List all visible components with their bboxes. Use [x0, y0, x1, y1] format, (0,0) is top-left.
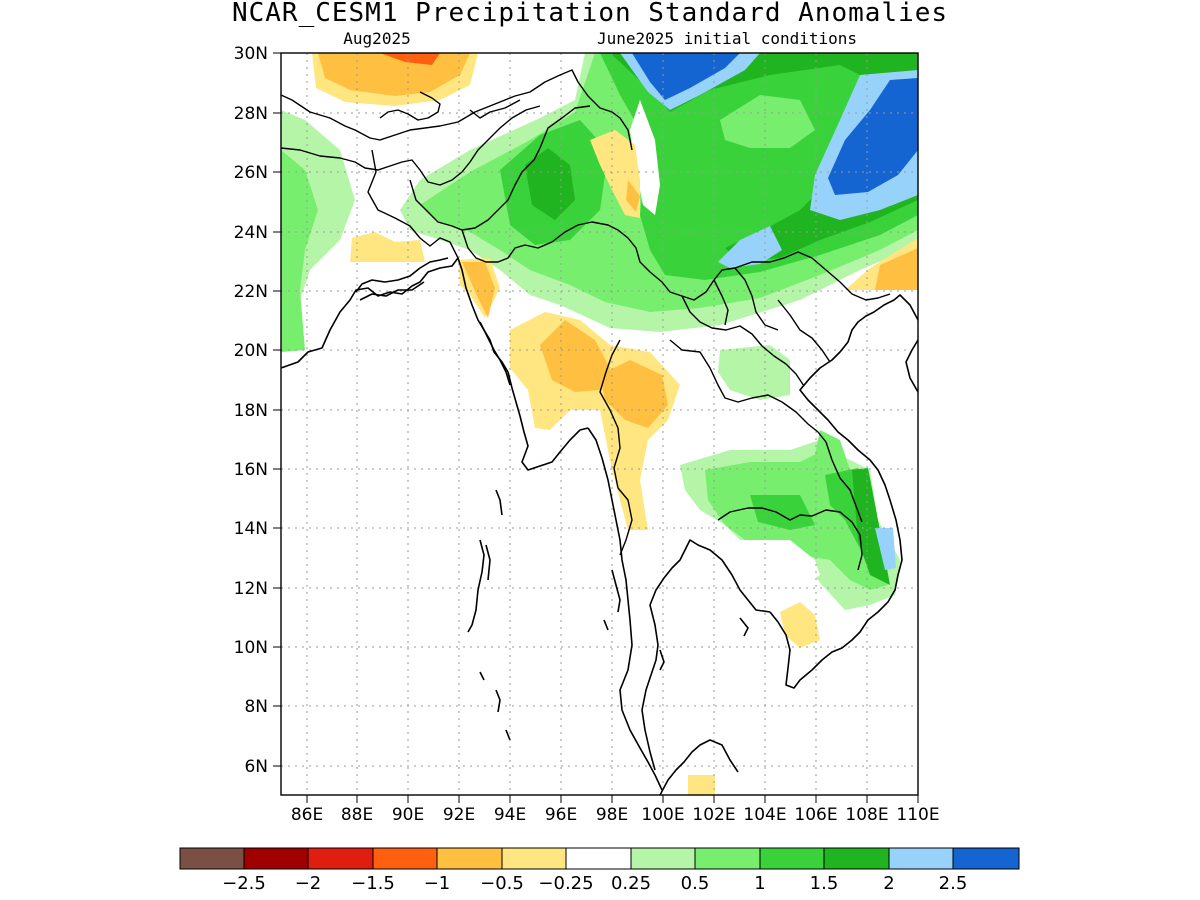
- colorbar-label: 0.5: [681, 873, 710, 894]
- lon-label: 110E: [896, 805, 939, 825]
- lat-label: 14N: [234, 519, 268, 539]
- lat-label: 10N: [234, 638, 268, 658]
- lon-label: 86E: [291, 805, 323, 825]
- colorbar-swatch: [759, 847, 825, 870]
- colorbar-label: −2.5: [222, 873, 266, 894]
- initial-conditions-label: June2025 initial conditions: [597, 29, 857, 48]
- lat-label: 6N: [244, 757, 268, 777]
- colorbar-swatch: [372, 847, 438, 870]
- colorbar-swatch: [952, 847, 1020, 870]
- colorbar-swatch: [823, 847, 890, 870]
- lon-label: 104E: [743, 805, 786, 825]
- colorbar-label: −1: [424, 873, 451, 894]
- lon-label: 108E: [845, 805, 888, 825]
- lat-label: 8N: [244, 697, 268, 717]
- lon-label: 102E: [692, 805, 735, 825]
- colorbar-swatch: [436, 847, 503, 870]
- longitude-labels: 86E 88E 90E 92E 94E 96E 98E 100E 102E 10…: [291, 805, 940, 825]
- colorbar-label: 1: [754, 873, 765, 894]
- colorbar-swatch: [888, 847, 954, 870]
- lat-label: 16N: [234, 460, 268, 480]
- orange-area-bangladesh: [350, 232, 425, 262]
- lat-label: 24N: [234, 223, 268, 243]
- coastlines-borders: [281, 69, 918, 795]
- lat-label: 12N: [234, 579, 268, 599]
- lon-label: 90E: [392, 805, 424, 825]
- lat-label: 20N: [234, 341, 268, 361]
- colorbar-label: 0.25: [611, 873, 651, 894]
- coastline-india-east: [281, 257, 459, 369]
- anomaly-shading: [281, 53, 918, 795]
- colorbar: −2.5 −2 −1.5 −1 −0.5 −0.25 0.25 0.5 1 1.…: [179, 847, 1020, 894]
- coastline-vietnam: [769, 294, 918, 689]
- lat-label: 26N: [234, 163, 268, 183]
- colorbar-label: −2: [295, 873, 322, 894]
- colorbar-swatch: [243, 847, 309, 870]
- colorbar-label: 2.5: [939, 873, 968, 894]
- lon-label: 96E: [545, 805, 577, 825]
- lat-label: 28N: [234, 104, 268, 124]
- map-frame: [280, 52, 919, 796]
- lon-label: 106E: [794, 805, 837, 825]
- colorbar-swatch: [501, 847, 567, 870]
- latitude-ticks: [273, 52, 281, 767]
- lon-label: 88E: [341, 805, 373, 825]
- colorbar-label: 2: [883, 873, 894, 894]
- forecast-month-label: Aug2025: [343, 29, 410, 48]
- lat-label: 22N: [234, 282, 268, 302]
- colorbar-label: −0.25: [538, 873, 593, 894]
- lon-label: 98E: [596, 805, 628, 825]
- longitude-ticks: [306, 795, 919, 803]
- colorbar-label: −1.5: [351, 873, 395, 894]
- border-nepal-china: [281, 69, 633, 151]
- lon-label: 94E: [494, 805, 526, 825]
- lat-label: 18N: [234, 401, 268, 421]
- figure-title: NCAR_CESM1 Precipitation Standard Anomal…: [232, 0, 948, 28]
- lat-label: 30N: [234, 44, 268, 64]
- colorbar-label: 1.5: [810, 873, 839, 894]
- colorbar-swatch: [179, 847, 245, 870]
- colorbar-swatch: [565, 847, 632, 870]
- lon-label: 100E: [641, 805, 684, 825]
- graticule: [281, 53, 918, 795]
- lon-label: 92E: [443, 805, 475, 825]
- colorbar-swatch: [694, 847, 761, 870]
- colorbar-swatch: [307, 847, 374, 870]
- colorbar-swatch: [630, 847, 696, 870]
- colorbar-label: −0.5: [480, 873, 524, 894]
- coastline-myanmar: [457, 257, 589, 471]
- border-myanmar-thailand: [599, 339, 633, 556]
- latitude-labels: 6N 8N 10N 12N 14N 16N 18N 20N 22N 24N 26…: [234, 44, 268, 777]
